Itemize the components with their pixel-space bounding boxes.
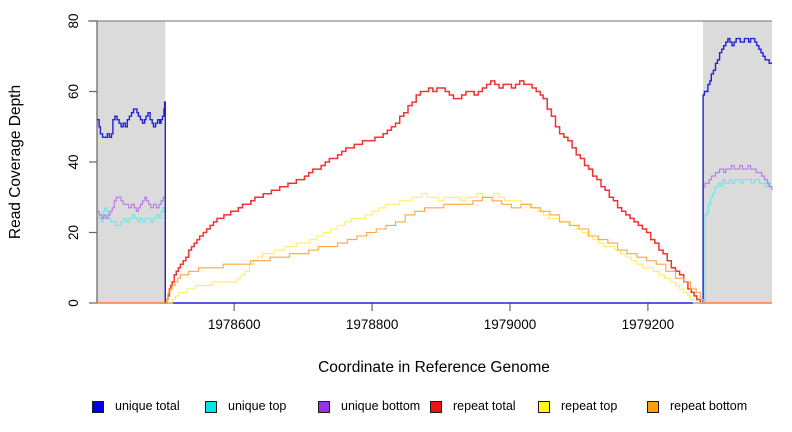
- y-tick-label: 20: [66, 225, 81, 240]
- x-tick-label: 1979200: [622, 317, 675, 332]
- legend-label: repeat bottom: [670, 399, 748, 413]
- y-axis-title: Read Coverage Depth: [7, 85, 24, 239]
- legend-item-repeat-bottom: repeat bottom: [647, 400, 747, 413]
- legend-swatch-repeat-top: [538, 400, 550, 413]
- y-tick-label: 0: [66, 299, 81, 307]
- legend-item-unique-total: unique total: [92, 400, 180, 413]
- series-line-repeat-bottom: [97, 196, 772, 304]
- legend-label: unique bottom: [341, 399, 421, 413]
- unique-region-right: [703, 21, 772, 303]
- y-tick-label: 40: [66, 154, 81, 169]
- y-tick-label: 60: [66, 84, 81, 99]
- legend-swatch-repeat-total: [430, 400, 442, 413]
- legend-item-unique-bottom: unique bottom: [318, 400, 420, 413]
- series-line-repeat-total: [97, 80, 772, 304]
- legend-swatch-repeat-bottom: [647, 400, 659, 413]
- legend-label: unique total: [115, 399, 180, 413]
- x-axis-title: Coordinate in Reference Genome: [318, 359, 550, 376]
- series-line-repeat-top: [97, 193, 772, 304]
- legend-label: repeat top: [561, 399, 618, 413]
- legend-label: repeat total: [453, 399, 516, 413]
- x-tick-label: 1978600: [208, 317, 261, 332]
- series-line-unique-bottom: [97, 164, 773, 304]
- legend-swatch-unique-bottom: [318, 400, 330, 413]
- x-tick-label: 1978800: [346, 317, 399, 332]
- legend-item-repeat-total: repeat total: [430, 400, 516, 413]
- series-line-unique-top: [97, 179, 772, 304]
- legend-label: unique top: [228, 399, 287, 413]
- y-tick-label: 80: [66, 13, 81, 28]
- legend-item-unique-top: unique top: [205, 400, 286, 413]
- legend-item-repeat-top: repeat top: [538, 400, 617, 413]
- x-tick-label: 1979000: [484, 317, 537, 332]
- unique-region-left: [97, 21, 166, 303]
- legend-swatch-unique-total: [92, 400, 104, 413]
- legend-swatch-unique-top: [205, 400, 217, 413]
- series-line-unique-total: [97, 37, 772, 304]
